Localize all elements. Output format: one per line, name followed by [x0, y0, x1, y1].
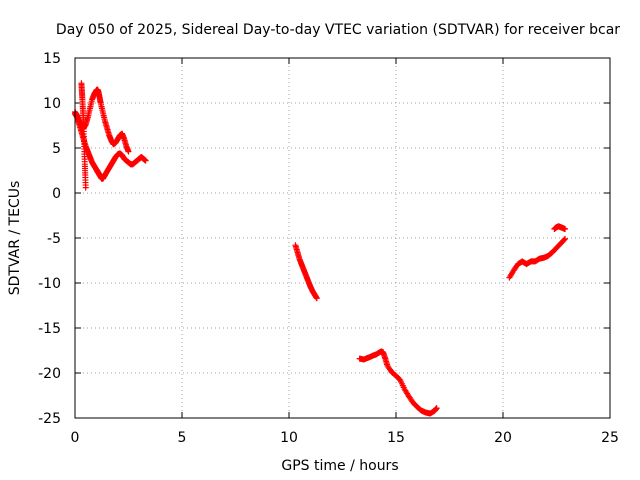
x-tick-label: 10 [280, 430, 298, 446]
y-axis-label: SDTVAR / TECUs [7, 181, 23, 296]
data-point [433, 405, 440, 412]
y-tick-label: 0 [52, 186, 61, 202]
x-tick-label: 20 [494, 430, 512, 446]
y-tick-label: -20 [38, 366, 61, 382]
y-tick-labels: -25 -20 -15 -10 -5 0 5 10 15 [38, 51, 61, 427]
data-point [562, 226, 569, 232]
data-point [125, 148, 132, 155]
x-tick-labels: 0 5 10 15 20 25 [71, 430, 619, 446]
data-point [82, 184, 89, 191]
chart-title: Day 050 of 2025, Sidereal Day-to-day VTE… [56, 22, 620, 38]
data-points [72, 80, 569, 417]
x-tick-label: 15 [387, 430, 405, 446]
y-tick-label: -5 [47, 231, 61, 247]
y-tick-label: -25 [38, 411, 61, 427]
data-point [562, 235, 569, 242]
plot-frame [74, 57, 611, 419]
data-point [561, 236, 568, 243]
x-tick-label: 0 [71, 430, 80, 446]
y-tick-label: 10 [43, 96, 61, 112]
data-point [142, 157, 149, 164]
y-tick-label: -15 [38, 321, 61, 337]
x-tick-label: 25 [601, 430, 619, 446]
x-tick-label: 5 [178, 430, 187, 446]
grid-lines [75, 58, 610, 418]
data-point [313, 295, 320, 302]
y-tick-label: 5 [52, 141, 61, 157]
y-tick-label: -10 [38, 276, 61, 292]
x-axis-label: GPS time / hours [281, 458, 398, 474]
y-tick-label: 15 [43, 51, 61, 67]
